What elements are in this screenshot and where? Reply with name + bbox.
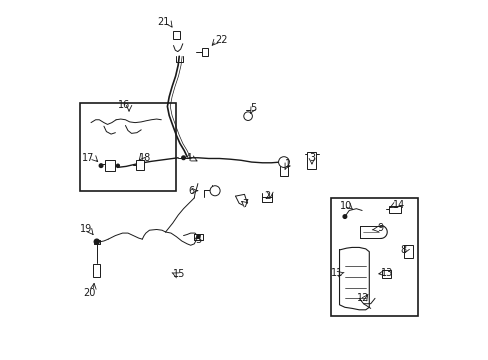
Bar xyxy=(93,264,100,277)
Text: 7: 7 xyxy=(242,199,248,210)
Circle shape xyxy=(343,215,346,219)
Text: 8: 8 xyxy=(399,245,405,255)
Circle shape xyxy=(94,239,99,244)
Text: 19: 19 xyxy=(80,225,92,234)
Text: 2: 2 xyxy=(264,191,270,201)
Circle shape xyxy=(197,235,200,238)
Bar xyxy=(80,103,176,191)
Circle shape xyxy=(116,164,119,167)
Bar xyxy=(136,160,143,170)
Circle shape xyxy=(210,186,220,196)
Text: 18: 18 xyxy=(139,153,151,163)
Text: 13: 13 xyxy=(380,267,392,278)
Text: 5: 5 xyxy=(194,235,201,245)
Text: 16: 16 xyxy=(118,100,130,110)
Text: 22: 22 xyxy=(215,35,228,45)
Circle shape xyxy=(244,112,252,121)
Bar xyxy=(388,206,400,213)
Text: 4: 4 xyxy=(185,153,192,163)
Bar xyxy=(404,246,412,258)
Text: 14: 14 xyxy=(392,200,405,210)
Circle shape xyxy=(182,156,185,159)
Text: 10: 10 xyxy=(339,201,351,211)
Bar xyxy=(173,31,179,39)
Bar xyxy=(330,198,418,316)
Text: 9: 9 xyxy=(376,224,382,233)
Text: 3: 3 xyxy=(308,153,314,163)
Text: 20: 20 xyxy=(83,288,96,298)
Circle shape xyxy=(99,164,102,167)
Bar xyxy=(307,152,316,169)
Text: 5: 5 xyxy=(250,103,256,113)
Circle shape xyxy=(278,157,289,167)
Text: 15: 15 xyxy=(173,269,185,279)
Bar xyxy=(105,160,115,171)
Bar xyxy=(202,48,208,55)
Text: 6: 6 xyxy=(188,186,194,196)
Text: 11: 11 xyxy=(330,267,343,278)
Bar xyxy=(381,270,390,278)
Text: 12: 12 xyxy=(357,293,369,303)
Text: 1: 1 xyxy=(285,159,291,169)
Text: 21: 21 xyxy=(157,17,170,27)
Text: 17: 17 xyxy=(81,153,94,163)
Bar xyxy=(280,164,287,176)
